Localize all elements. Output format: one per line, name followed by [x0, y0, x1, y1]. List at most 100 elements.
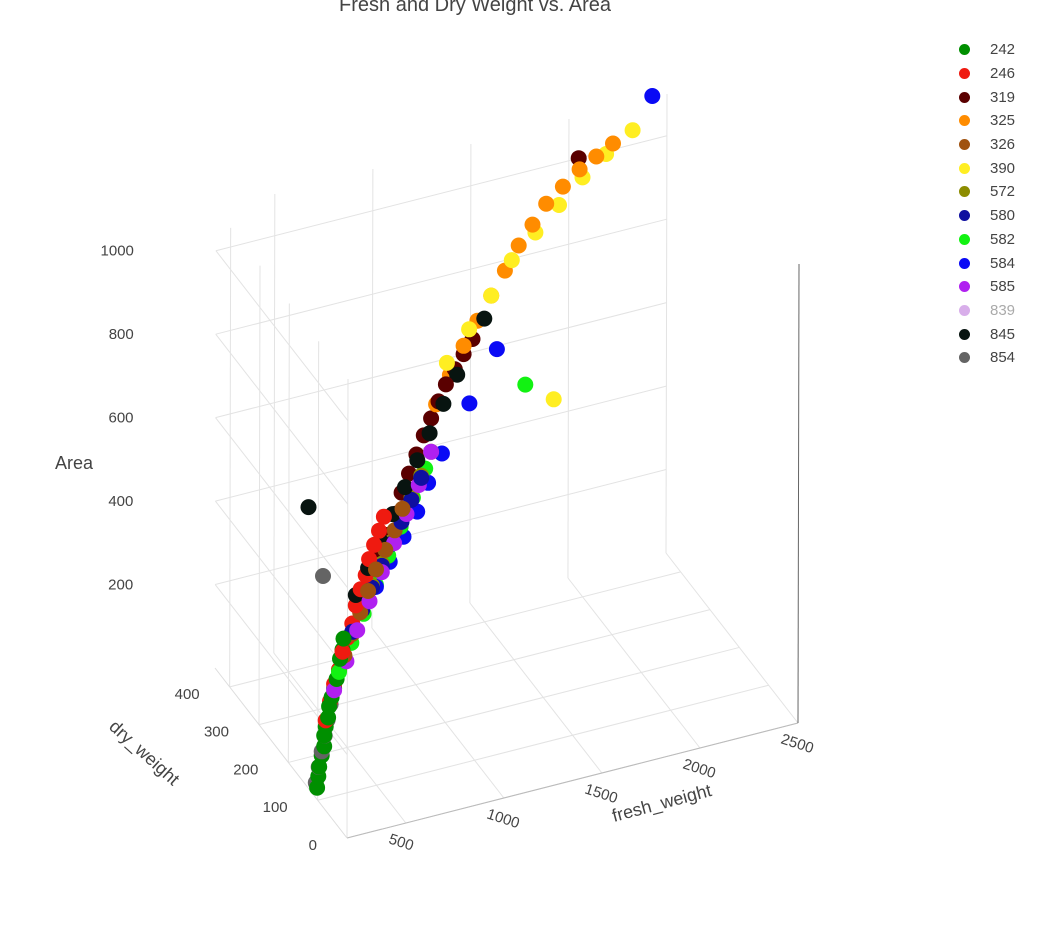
data-point-325[interactable]: [510, 237, 527, 254]
data-point-325[interactable]: [588, 148, 605, 165]
data-point-845[interactable]: [421, 425, 438, 442]
data-point-319[interactable]: [423, 410, 440, 427]
legend-label: 246: [990, 65, 1016, 83]
legend-item-246[interactable]: 246: [955, 62, 1035, 86]
legend-label: 584: [990, 254, 1016, 272]
data-point-845[interactable]: [449, 366, 466, 383]
legend-item-582[interactable]: 582: [955, 228, 1035, 252]
y-axis-line: [214, 667, 348, 839]
data-point-585[interactable]: [349, 622, 366, 639]
legend-label: 585: [990, 278, 1016, 296]
data-point-584[interactable]: [644, 88, 661, 104]
data-point-325[interactable]: [571, 161, 588, 178]
grid-line: [287, 303, 290, 763]
data-point-580[interactable]: [413, 469, 430, 486]
grid-line: [346, 378, 349, 839]
legend: 242 246 319 325 326 390 572 580 582 584 585 839 845 8…: [955, 38, 1035, 370]
data-point-390[interactable]: [545, 391, 562, 408]
legend-item-326[interactable]: 326: [955, 133, 1035, 157]
data-point-325[interactable]: [455, 337, 472, 354]
legend-item-854[interactable]: 854: [955, 346, 1035, 370]
data-point-325[interactable]: [554, 178, 571, 195]
data-point-845[interactable]: [476, 310, 493, 327]
grid-line: [215, 218, 667, 335]
data-point-584[interactable]: [488, 341, 505, 358]
y-tick-label: 200: [233, 761, 258, 778]
data-point-242[interactable]: [335, 630, 352, 647]
grid-line: [214, 500, 348, 672]
data-point-246[interactable]: [334, 643, 351, 660]
data-point-325[interactable]: [524, 216, 541, 233]
tick-layer: 200 400 600 800 1000 0 100 200 300 400 500 1000 1500…: [101, 243, 816, 855]
z-tick-label: 600: [109, 410, 134, 427]
data-point-319[interactable]: [437, 376, 454, 393]
grid-line: [288, 646, 740, 763]
legend-label: 839: [990, 301, 1016, 319]
legend-label: 582: [990, 230, 1016, 248]
data-point-246[interactable]: [375, 508, 392, 525]
legend-label: 580: [990, 207, 1016, 225]
legend-label: 326: [990, 136, 1016, 154]
legend-item-585[interactable]: 585: [955, 275, 1035, 299]
grid-line: [317, 684, 769, 801]
data-point-326[interactable]: [360, 583, 377, 599]
x-axis-title: fresh_weight: [610, 780, 714, 827]
grid-line: [229, 227, 232, 687]
data-point-390[interactable]: [624, 122, 641, 139]
grid-line: [215, 250, 349, 422]
legend-marker-icon: [959, 139, 970, 151]
legend-item-845[interactable]: 845: [955, 322, 1035, 346]
legend-marker-icon: [959, 115, 970, 127]
data-point-390[interactable]: [483, 287, 500, 304]
data-point-582[interactable]: [517, 376, 534, 393]
legend-label: 572: [990, 183, 1016, 201]
legend-label: 325: [990, 112, 1016, 130]
z-edge-line: [797, 263, 800, 724]
legend-label: 845: [990, 325, 1016, 343]
legend-marker-icon: [959, 210, 970, 222]
grid-line: [215, 333, 349, 505]
data-point-845[interactable]: [397, 479, 413, 496]
legend-item-580[interactable]: 580: [955, 204, 1035, 228]
grid-line: [273, 193, 276, 654]
data-point-390[interactable]: [503, 252, 520, 269]
data-point-585[interactable]: [423, 443, 440, 460]
data-point-246[interactable]: [366, 536, 383, 553]
data-point-326[interactable]: [394, 500, 411, 517]
data-point-854[interactable]: [315, 568, 331, 584]
data-point-390[interactable]: [438, 354, 455, 371]
data-point-246[interactable]: [371, 522, 387, 539]
legend-item-584[interactable]: 584: [955, 251, 1035, 275]
legend-marker-icon: [959, 233, 970, 245]
legend-item-242[interactable]: 242: [955, 38, 1035, 62]
data-point-845[interactable]: [435, 395, 452, 412]
data-point-319[interactable]: [401, 465, 417, 482]
grid-layer: [214, 93, 800, 839]
legend-marker-icon: [959, 281, 970, 293]
x-tick-label: 1000: [485, 806, 522, 832]
y-axis-title: dry_weight: [105, 716, 184, 790]
y-tick-label: 300: [204, 724, 229, 741]
grid-line: [469, 602, 603, 774]
data-point-584[interactable]: [461, 395, 478, 412]
data-point-845[interactable]: [300, 499, 317, 516]
legend-item-325[interactable]: 325: [955, 109, 1035, 133]
x-tick-label: 500: [387, 831, 416, 855]
data-point-390[interactable]: [461, 321, 478, 338]
legend-item-572[interactable]: 572: [955, 180, 1035, 204]
legend-item-390[interactable]: 390: [955, 156, 1035, 180]
z-tick-label: 400: [108, 493, 133, 510]
legend-item-319[interactable]: 319: [955, 85, 1035, 109]
data-point-390[interactable]: [551, 197, 567, 213]
legend-marker-icon: [959, 304, 970, 316]
legend-item-839[interactable]: 839: [955, 299, 1035, 323]
data-point-845[interactable]: [409, 452, 426, 469]
grid-line: [215, 469, 667, 586]
data-point-326[interactable]: [368, 561, 384, 578]
x-tick-label: 2000: [681, 756, 718, 782]
grid-line: [215, 385, 667, 502]
data-point-325[interactable]: [605, 135, 621, 152]
grid-line: [567, 118, 570, 579]
data-point-325[interactable]: [538, 195, 555, 212]
